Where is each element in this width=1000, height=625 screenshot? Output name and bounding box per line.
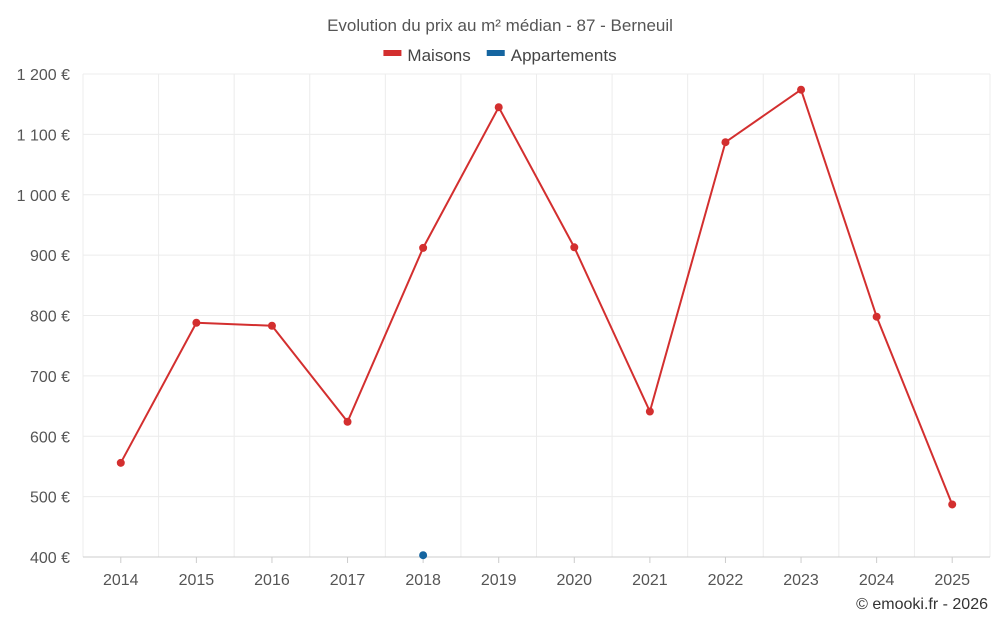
- data-point-maisons[interactable]: [797, 85, 806, 94]
- x-tick-label: 2024: [859, 572, 895, 589]
- legend-swatch: [383, 50, 402, 56]
- axes: 400 € 500 € 600 € 700 € 800 € 900 € 1 000 € 1 1…: [17, 67, 990, 589]
- y-tick-label: 1 000 €: [17, 188, 70, 205]
- y-tick-label: 800 €: [30, 309, 70, 326]
- data-point-maisons[interactable]: [192, 318, 201, 327]
- data-point-maisons[interactable]: [267, 321, 276, 330]
- x-tick-label: 2015: [179, 572, 215, 589]
- y-tick-label: 1 200 €: [17, 67, 70, 84]
- series-layer: [116, 85, 957, 560]
- x-tick-label: 2021: [632, 572, 668, 589]
- y-tick-label: 1 100 €: [17, 127, 70, 144]
- data-point-maisons[interactable]: [872, 312, 881, 321]
- data-point-appartements[interactable]: [419, 551, 428, 560]
- x-tick-label: 2017: [330, 572, 366, 589]
- legend-label: Appartements: [511, 46, 617, 65]
- series-line-maisons: [119, 88, 954, 505]
- legend: Maisons Appartements: [383, 46, 617, 65]
- data-point-maisons[interactable]: [419, 243, 428, 252]
- data-point-maisons[interactable]: [570, 243, 579, 252]
- chart-title: Evolution du prix au m² médian - 87 - Be…: [327, 16, 673, 35]
- data-point-maisons[interactable]: [948, 500, 957, 509]
- y-tick-label: 600 €: [30, 429, 70, 446]
- x-tick-label: 2019: [481, 572, 517, 589]
- x-tick-label: 2014: [103, 572, 139, 589]
- legend-item-appartements[interactable]: Appartements: [486, 46, 617, 65]
- legend-item-maisons[interactable]: Maisons: [383, 46, 471, 65]
- legend-label: Maisons: [407, 46, 470, 65]
- data-point-maisons[interactable]: [494, 103, 503, 112]
- data-point-maisons[interactable]: [645, 407, 654, 416]
- x-tick-label: 2020: [556, 572, 592, 589]
- y-tick-label: 700 €: [30, 369, 70, 386]
- y-tick-label: 500 €: [30, 490, 70, 507]
- data-point-maisons[interactable]: [721, 138, 730, 147]
- data-point-maisons[interactable]: [116, 458, 125, 467]
- x-tick-label: 2025: [934, 572, 970, 589]
- legend-swatch: [486, 50, 505, 56]
- x-tick-label: 2016: [254, 572, 290, 589]
- credit-text: © emooki.fr - 2026: [856, 596, 988, 613]
- x-tick-label: 2023: [783, 572, 819, 589]
- data-point-maisons[interactable]: [343, 417, 352, 426]
- x-tick-label: 2022: [708, 572, 744, 589]
- y-tick-label: 900 €: [30, 248, 70, 265]
- x-tick-label: 2018: [405, 572, 441, 589]
- y-tick-label: 400 €: [30, 550, 70, 567]
- grid: [82, 73, 991, 557]
